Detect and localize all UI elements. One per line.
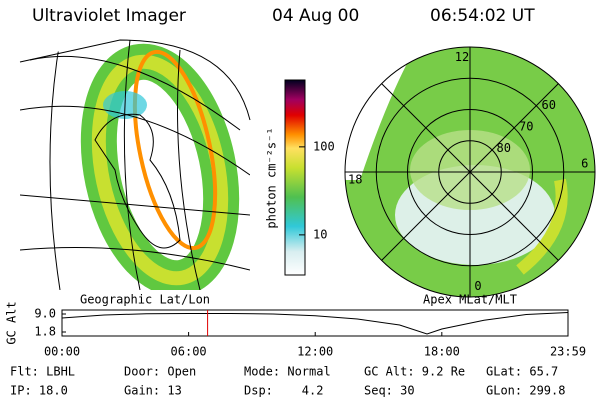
footer-field: Gain: 13 <box>124 384 182 398</box>
colorbar-tick-label: 10 <box>313 227 327 241</box>
altitude-ylabel: GC Alt <box>5 301 19 344</box>
footer-field: IP: 18.0 <box>10 384 68 398</box>
mlt-diagonal <box>469 171 559 261</box>
mlt-label: 0 <box>474 279 481 293</box>
mlt-label: 12 <box>455 50 469 64</box>
lat-label: 80 <box>497 141 511 155</box>
x-tick-label: 06:00 <box>171 345 207 359</box>
title: Ultraviolet Imager <box>32 6 186 26</box>
colorbar <box>284 79 306 276</box>
lat-label: 70 <box>519 119 533 133</box>
x-tick-label: 00:00 <box>44 345 80 359</box>
footer-field: Dsp: 4.2 <box>244 384 323 398</box>
lat-label: 60 <box>542 98 556 112</box>
x-tick-label: 18:00 <box>424 345 460 359</box>
mlt-label: 18 <box>348 173 362 187</box>
mlt-diagonal <box>469 83 559 173</box>
mlt-label: 6 <box>581 156 588 170</box>
mlt-diagonal <box>381 83 471 173</box>
altitude-line <box>61 312 569 335</box>
mlt-diagonal <box>381 171 471 261</box>
geographic-image <box>20 39 250 290</box>
globe-limb <box>19 39 251 121</box>
footer-field: GLat: 65.7 <box>486 365 558 379</box>
date: 04 Aug 00 <box>272 6 359 26</box>
footer-field: Flt: LBHL <box>10 365 75 379</box>
y-tick-label: 9.0 <box>34 307 56 321</box>
footer-field: Seq: 30 <box>364 384 415 398</box>
colorbar-tick-label: 100 <box>313 139 335 153</box>
footer-field: GLon: 299.8 <box>486 384 565 398</box>
right-panel-label: Apex MLat/MLT <box>423 293 517 307</box>
x-tick-label: 12:00 <box>297 345 333 359</box>
time: 06:54:02 UT <box>430 6 535 26</box>
y-tick-label: 1.8 <box>34 325 56 339</box>
colorbar-label: photon cm⁻²s⁻¹ <box>265 127 279 228</box>
footer-field: GC Alt: 9.2 Re <box>364 365 465 379</box>
left-panel-label: Geographic Lat/Lon <box>80 293 210 307</box>
footer-field: Door: Open <box>124 365 196 379</box>
footer-field: Mode: Normal <box>244 365 331 379</box>
x-tick-label: 23:59 <box>550 345 586 359</box>
